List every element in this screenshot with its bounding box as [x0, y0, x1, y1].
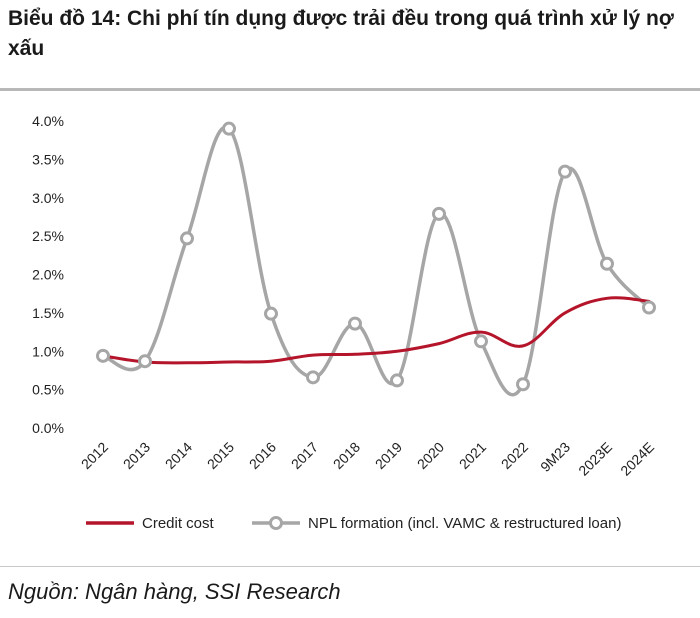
y-tick-label: 3.5%	[32, 151, 64, 167]
x-tick-label: 2014	[162, 439, 195, 472]
x-tick-label: 2021	[456, 439, 489, 472]
npl-formation-point	[516, 377, 530, 392]
legend: Credit cost NPL formation (incl. VAMC & …	[86, 515, 621, 532]
npl-formation-point	[390, 373, 404, 388]
y-tick-label: 1.0%	[32, 343, 64, 359]
npl-formation-point	[264, 306, 278, 321]
npl-formation-point	[474, 334, 488, 349]
source-divider	[0, 566, 700, 567]
npl-formation-point	[222, 121, 236, 136]
y-axis: 0.0% 0.5% 1.0% 1.5% 2.0% 2.5% 3.0% 3.5% 4.0%	[32, 113, 64, 436]
x-tick-label: 9M23	[537, 439, 573, 475]
x-tick-label: 2024E	[617, 439, 657, 479]
title-divider	[0, 88, 700, 91]
x-tick-label: 2015	[204, 439, 237, 472]
source-note: Nguồn: Ngân hàng, SSI Research	[8, 579, 341, 604]
y-tick-label: 4.0%	[32, 113, 64, 129]
npl-formation-point	[306, 370, 320, 385]
legend-marker-npl-formation	[269, 516, 283, 530]
series-lines	[101, 125, 651, 397]
y-tick-label: 2.0%	[32, 267, 64, 283]
series-markers	[96, 121, 656, 392]
credit-cost-line	[101, 296, 651, 365]
y-tick-label: 3.0%	[32, 190, 64, 206]
npl-formation-point	[642, 300, 656, 315]
x-tick-label: 2012	[78, 439, 111, 472]
legend-label-npl-formation: NPL formation (incl. VAMC & restructured…	[308, 515, 621, 532]
npl-formation-line	[101, 125, 651, 397]
x-tick-label: 2022	[498, 439, 531, 472]
x-tick-label: 2020	[414, 439, 447, 472]
npl-formation-point	[180, 231, 194, 246]
x-tick-label: 2023E	[575, 439, 615, 479]
x-tick-label: 2019	[372, 439, 405, 472]
y-tick-label: 0.0%	[32, 420, 64, 436]
npl-formation-point	[96, 348, 110, 363]
npl-formation-point	[348, 316, 362, 331]
x-axis: 2012 2013 2014 2015 2016 2017 2018 2019 2020 2021…	[78, 439, 657, 479]
x-tick-label: 2016	[246, 439, 279, 472]
x-tick-label: 2018	[330, 439, 363, 472]
legend-label-credit-cost: Credit cost	[142, 515, 215, 532]
npl-formation-point	[600, 256, 614, 271]
y-tick-label: 2.5%	[32, 228, 64, 244]
x-tick-label: 2017	[288, 439, 321, 472]
npl-formation-point	[138, 354, 152, 369]
y-tick-label: 0.5%	[32, 382, 64, 398]
npl-formation-point	[432, 206, 446, 221]
x-tick-label: 2013	[120, 439, 153, 472]
y-tick-label: 1.5%	[32, 305, 64, 321]
npl-formation-point	[558, 164, 572, 179]
chart-title: Biểu đồ 14: Chi phí tín dụng được trải đ…	[8, 7, 674, 60]
